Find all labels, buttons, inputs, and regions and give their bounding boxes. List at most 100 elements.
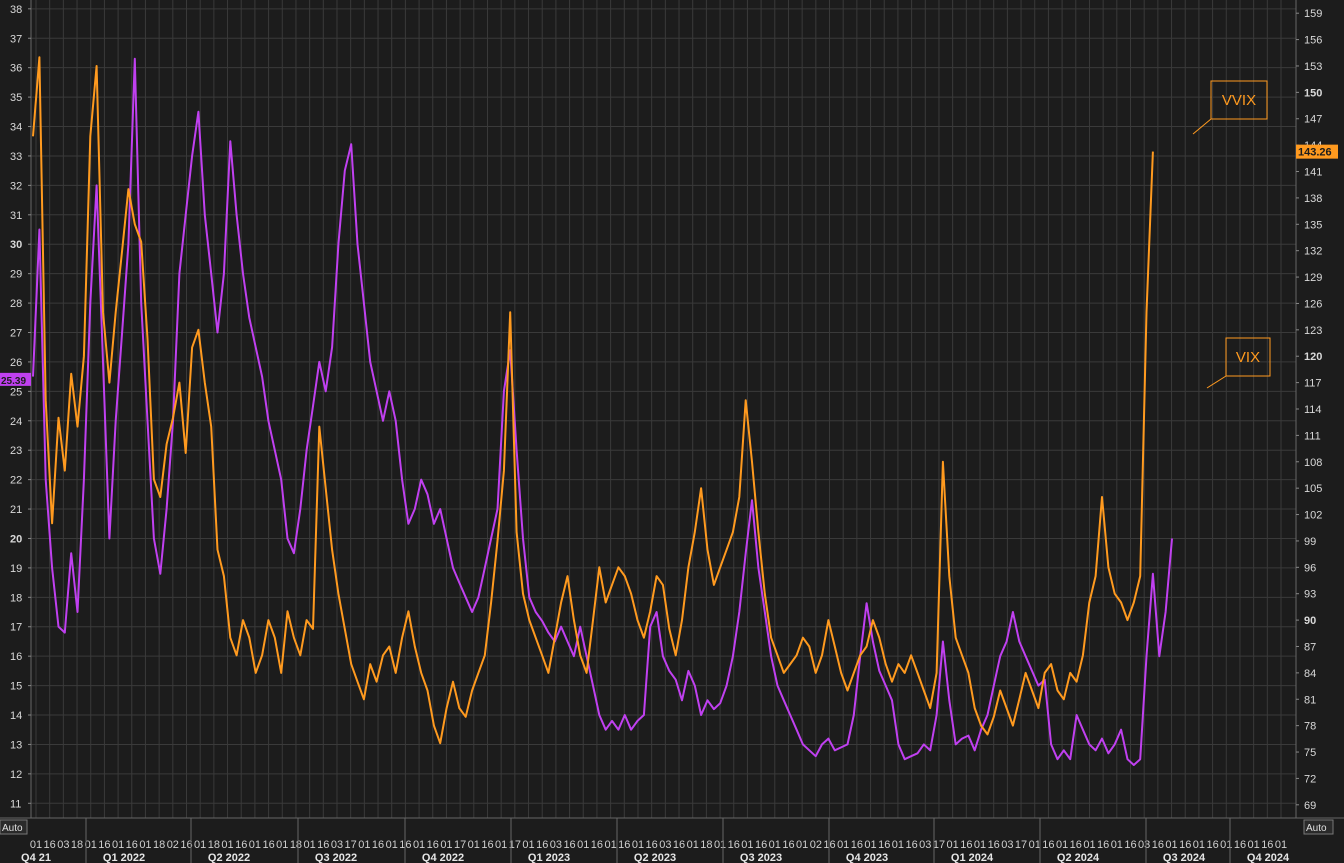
x-day-label-51: 16: [728, 839, 740, 851]
x-day-label-32: 01: [468, 839, 480, 851]
right-tick-label-16: 117: [1304, 378, 1322, 390]
series-line-vvix: [32, 56, 1154, 745]
x-quarter-label-5: Q1 2023: [528, 852, 570, 863]
x-day-label-31: 17: [454, 839, 466, 851]
x-day-label-2: 03: [57, 839, 69, 851]
left-tick-label-14: 25: [10, 386, 22, 398]
x-day-label-20: 01: [304, 839, 316, 851]
right-tick-label-12: 105: [1304, 483, 1322, 495]
x-day-label-77: 01: [1083, 839, 1095, 851]
x-day-label-19: 18: [290, 839, 302, 851]
x-day-label-87: 01: [1220, 839, 1232, 851]
x-day-label-74: 16: [1042, 839, 1054, 851]
x-quarter-label-8: Q4 2023: [846, 852, 888, 863]
x-day-label-68: 16: [960, 839, 972, 851]
x-day-label-83: 01: [1165, 839, 1177, 851]
left-tick-label-1: 12: [10, 769, 22, 781]
auto-button-right[interactable]: Auto: [1303, 819, 1334, 835]
left-axis: 11 12 13 14 15 16 17 18 19 20 21 22 23 24 25 26 27 28 29 30…: [10, 4, 31, 810]
x-day-label-76: 16: [1070, 839, 1082, 851]
left-tick-label-0: 11: [10, 798, 21, 810]
right-tick-label-24: 141: [1304, 167, 1322, 179]
x-day-label-35: 17: [509, 839, 521, 851]
left-tick-label-12: 23: [10, 445, 22, 457]
x-day-label-8: 01: [139, 839, 151, 851]
x-day-label-28: 01: [413, 839, 425, 851]
right-tick-label-6: 87: [1304, 641, 1316, 653]
x-day-label-71: 03: [1001, 839, 1013, 851]
right-tick-label-20: 129: [1304, 272, 1322, 284]
x-day-label-59: 01: [837, 839, 849, 851]
annotation-box-0: [1210, 80, 1268, 120]
x-day-label-37: 16: [536, 839, 548, 851]
x-day-label-62: 16: [878, 839, 890, 851]
right-tick-label-19: 126: [1304, 298, 1322, 310]
right-tick-label-17: 120: [1304, 351, 1322, 363]
x-day-label-22: 03: [331, 839, 343, 851]
right-tick-label-14: 111: [1304, 430, 1321, 442]
x-quarter-label-12: Q4 2024: [1247, 852, 1290, 863]
left-tick-label-17: 28: [10, 298, 22, 310]
x-axis: 01 16 03 18 01 16 01 16 01 18 02 16 01 18 01 16 01 16 01 18…: [21, 818, 1290, 863]
x-day-label-69: 01: [974, 839, 986, 851]
x-day-label-23: 17: [345, 839, 357, 851]
x-day-label-50: 01: [714, 839, 726, 851]
annotation-text-0: VVIX: [1222, 92, 1256, 109]
right-tick-label-8: 93: [1304, 589, 1316, 601]
x-day-label-80: 16: [1124, 839, 1136, 851]
x-day-label-43: 16: [618, 839, 630, 851]
left-tick-label-21: 32: [10, 180, 22, 192]
right-axis: 69 72 75 78 81 84 87 90 93 96 99 102 105 108 111 114 117…: [1296, 8, 1322, 812]
left-tick-label-5: 16: [10, 651, 22, 663]
x-day-label-63: 01: [892, 839, 904, 851]
x-day-label-72: 17: [1015, 839, 1027, 851]
x-day-label-15: 16: [235, 839, 247, 851]
auto-button-right-label: Auto: [1306, 823, 1327, 834]
x-day-label-64: 16: [905, 839, 917, 851]
x-day-label-7: 16: [126, 839, 138, 851]
right-tick-label-5: 84: [1304, 668, 1316, 680]
x-day-label-24: 01: [358, 839, 370, 851]
x-day-label-17: 16: [262, 839, 274, 851]
right-tick-label-18: 123: [1304, 325, 1322, 337]
x-day-label-70: 16: [988, 839, 1000, 851]
x-day-label-13: 18: [208, 839, 220, 851]
x-day-label-86: 16: [1206, 839, 1218, 851]
annotation-text-1: VIX: [1236, 349, 1260, 366]
left-tick-label-27: 38: [10, 4, 22, 16]
x-day-label-53: 16: [755, 839, 767, 851]
x-day-label-65: 03: [919, 839, 931, 851]
left-tick-label-10: 21: [10, 504, 22, 516]
left-current-value: 25.39: [1, 376, 26, 387]
annotation-leader-0: [1192, 118, 1212, 135]
x-day-label-33: 16: [481, 839, 493, 851]
left-tick-label-25: 36: [10, 63, 22, 75]
x-quarter-label-1: Q1 2022: [103, 852, 145, 863]
x-day-label-16: 01: [249, 839, 261, 851]
x-day-label-89: 01: [1248, 839, 1260, 851]
series-layer: [32, 56, 1173, 766]
x-day-label-91: 01: [1275, 839, 1287, 851]
x-day-label-73: 01: [1029, 839, 1041, 851]
left-tick-label-18: 29: [10, 269, 22, 281]
x-day-label-81: 03: [1138, 839, 1150, 851]
x-quarter-label-4: Q4 2022: [422, 852, 464, 863]
right-tick-label-0: 69: [1304, 800, 1316, 812]
x-day-label-40: 01: [577, 839, 589, 851]
annotation-vvix: VVIX: [1192, 80, 1268, 135]
x-quarter-label-10: Q2 2024: [1057, 852, 1100, 863]
right-tick-label-23: 138: [1304, 193, 1322, 205]
x-day-label-18: 01: [276, 839, 288, 851]
auto-button-left[interactable]: Auto: [0, 819, 28, 835]
x-day-label-60: 16: [851, 839, 863, 851]
left-tick-label-2: 13: [10, 739, 22, 751]
right-tick-label-1: 72: [1304, 773, 1316, 785]
x-day-label-0: 01: [30, 839, 42, 851]
x-day-label-3: 18: [71, 839, 83, 851]
x-quarter-label-11: Q3 2024: [1163, 852, 1206, 863]
right-tick-label-21: 132: [1304, 246, 1322, 258]
x-day-label-54: 01: [769, 839, 781, 851]
x-day-label-6: 01: [112, 839, 124, 851]
x-day-label-49: 18: [700, 839, 712, 851]
x-day-label-47: 16: [673, 839, 685, 851]
